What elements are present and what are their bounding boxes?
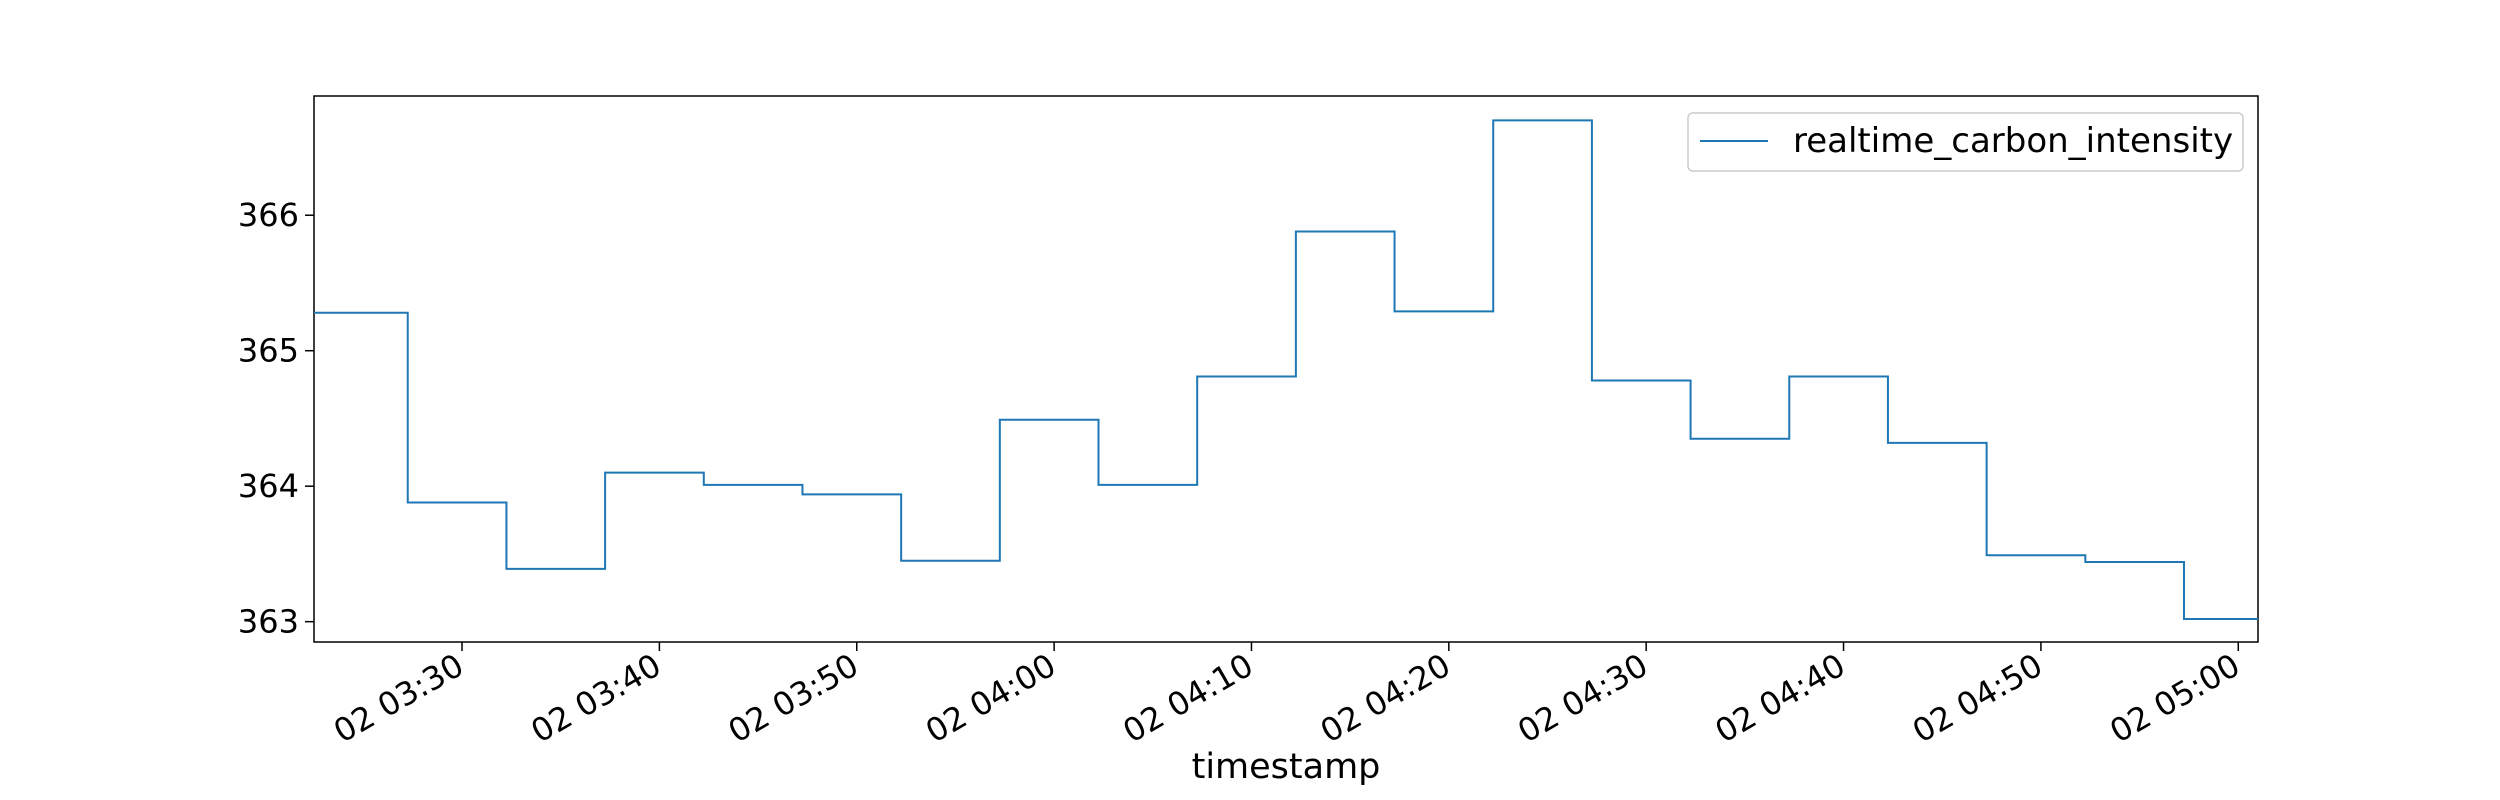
x-tick-label: 02 04:10 (1117, 646, 1260, 750)
series-layer (314, 119, 2258, 620)
legend: realtime_carbon_intensity (1687, 112, 2244, 172)
legend-label: realtime_carbon_intensity (1793, 121, 2233, 161)
legend-box (1687, 112, 2244, 172)
y-tick-label: 366 (238, 196, 299, 234)
x-tick-label: 02 04:40 (1709, 646, 1852, 750)
y-tick-label: 364 (238, 467, 299, 505)
x-tick-label: 02 04:20 (1314, 646, 1457, 750)
x-axis: 02 03:30 02 03:40 02 03:50 02 04:00 02 04:10… (327, 642, 2246, 750)
x-tick-label: 02 05:00 (2103, 646, 2246, 750)
y-tick-label: 365 (238, 332, 299, 370)
x-tick-label: 02 03:40 (524, 646, 667, 750)
plot-frame (313, 95, 2259, 643)
series-line-0 (314, 119, 2258, 620)
x-tick-label: 02 04:00 (919, 646, 1062, 750)
x-tick-label: 02 03:50 (722, 646, 865, 750)
x-tick-label: 02 04:30 (1511, 646, 1654, 750)
y-axis: 363 364 365 366 (238, 196, 314, 641)
y-tick-label: 363 (238, 603, 299, 641)
x-axis-title: timestamp (1192, 747, 1381, 787)
x-tick-label: 02 04:50 (1906, 646, 2049, 750)
x-tick-label: 02 03:30 (327, 646, 470, 750)
